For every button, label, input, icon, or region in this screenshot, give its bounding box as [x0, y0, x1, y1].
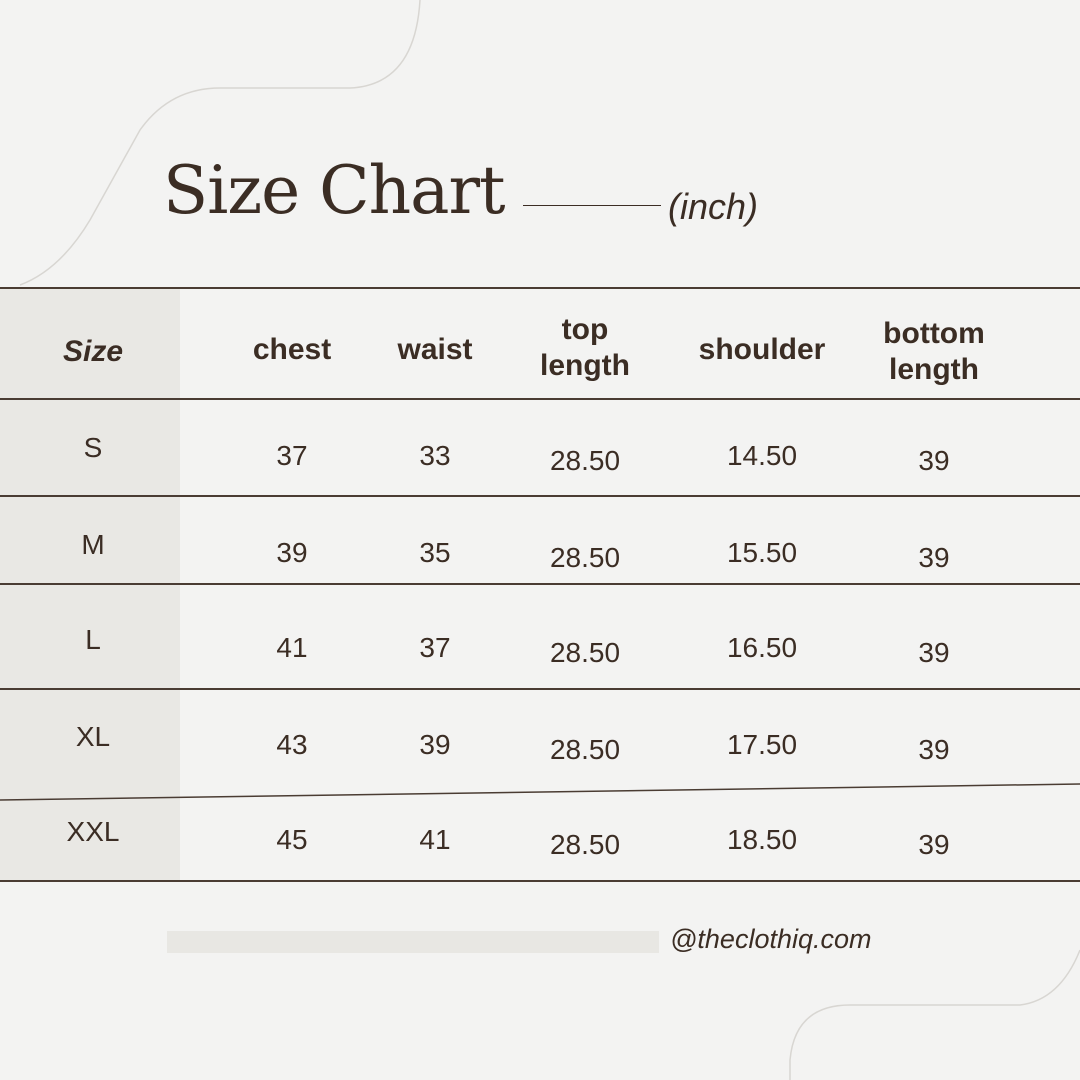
cell-chest: 39 [276, 537, 308, 569]
cell-top-length: 28.50 [549, 734, 621, 766]
cell-waist: 33 [419, 440, 451, 472]
footer-bar [167, 931, 659, 953]
cell-shoulder: 14.50 [726, 440, 798, 472]
cell-shoulder: 18.50 [726, 824, 798, 856]
table-divider [0, 583, 1080, 585]
cell-size: M [81, 529, 105, 561]
cell-top-length: 28.50 [549, 542, 621, 574]
cell-chest: 37 [276, 440, 308, 472]
cell-bottom-length: 39 [918, 542, 950, 574]
cell-size: XL [75, 721, 111, 753]
cell-chest: 41 [276, 632, 308, 664]
header-shoulder: shoulder [698, 333, 826, 366]
cell-chest: 45 [276, 824, 308, 856]
table-divider [0, 880, 1080, 882]
header-chest: chest [252, 333, 332, 366]
cell-top-length: 28.50 [549, 829, 621, 861]
table-divider [0, 398, 1080, 400]
cell-shoulder: 17.50 [726, 729, 798, 761]
unit-label: (inch) [668, 186, 759, 227]
header-size: Size [62, 335, 124, 368]
cell-bottom-length: 39 [918, 637, 950, 669]
cell-chest: 43 [276, 729, 308, 761]
cell-bottom-length: 39 [918, 829, 950, 861]
cell-shoulder: 15.50 [726, 537, 798, 569]
table-divider [0, 495, 1080, 497]
website-handle: @theclothiq.com [670, 924, 872, 954]
title-divider [523, 205, 661, 206]
cell-size: XXL [66, 816, 120, 848]
cell-waist: 37 [419, 632, 451, 664]
cell-top-length: 28.50 [549, 445, 621, 477]
cell-bottom-length: 39 [918, 734, 950, 766]
cell-bottom-length: 39 [918, 445, 950, 477]
header-top-length: top length [540, 313, 630, 382]
cell-top-length: 28.50 [549, 637, 621, 669]
table-divider [0, 783, 1080, 801]
cell-waist: 41 [419, 824, 451, 856]
cell-waist: 35 [419, 537, 451, 569]
header-bottom-length: bottom length [883, 317, 985, 386]
header-waist: waist [397, 333, 473, 366]
cell-shoulder: 16.50 [726, 632, 798, 664]
cell-size: S [83, 432, 103, 464]
cell-waist: 39 [419, 729, 451, 761]
table-divider [0, 688, 1080, 690]
page-title: Size Chart [163, 152, 506, 229]
table-divider [0, 287, 1080, 289]
cell-size: L [85, 624, 101, 656]
